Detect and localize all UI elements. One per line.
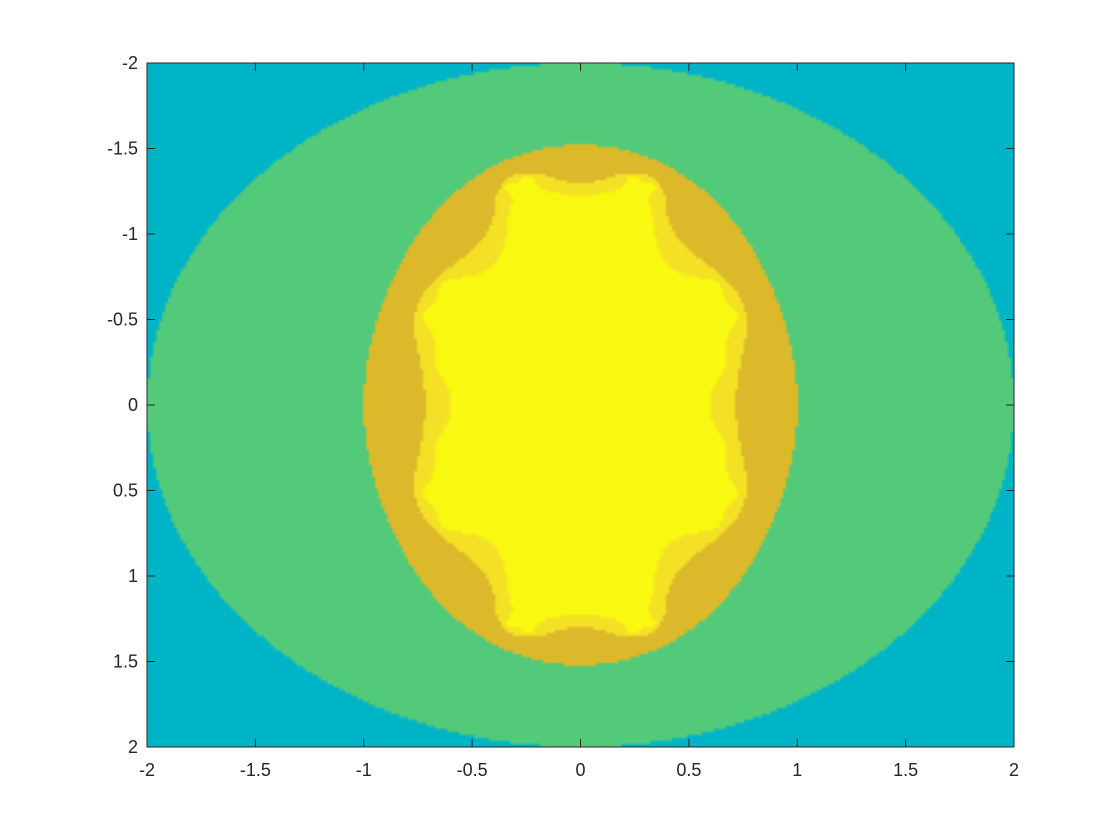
x-tick-label: 2 [1009, 760, 1019, 780]
y-tick-label: -0.5 [107, 310, 138, 330]
y-tick-label: -1 [122, 224, 138, 244]
x-tick-label: 1 [792, 760, 802, 780]
y-tick-label: 2 [128, 737, 138, 757]
y-tick-label: -2 [122, 53, 138, 73]
x-tick-label: -1.5 [240, 760, 271, 780]
x-axis: -2 -1.5 -1 -0.5 0 0.5 1 1.5 2 [139, 63, 1019, 780]
y-tick-label: 0 [128, 395, 138, 415]
x-tick-label: 1.5 [893, 760, 918, 780]
x-tick-label: 0 [575, 760, 585, 780]
y-tick-label: 1.5 [113, 652, 138, 672]
y-axis: -2 -1.5 -1 -0.5 0 0.5 1 1.5 2 [107, 53, 1014, 757]
x-tick-label: -1 [356, 760, 372, 780]
y-tick-label: 0.5 [113, 481, 138, 501]
y-tick-label: 1 [128, 566, 138, 586]
heatmap-image [147, 63, 1014, 747]
x-tick-label: -2 [139, 760, 155, 780]
x-tick-label: 0.5 [676, 760, 701, 780]
x-tick-label: -0.5 [457, 760, 488, 780]
y-tick-label: -1.5 [107, 139, 138, 159]
